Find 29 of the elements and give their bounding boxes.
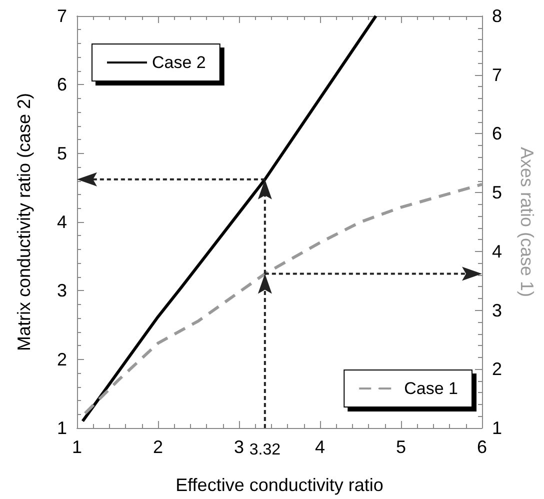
x-axis-title: Effective conductivity ratio: [176, 475, 384, 495]
y2-tick-label: 4: [492, 241, 502, 262]
ref-line-label: 3.32: [249, 442, 281, 458]
x-tick-label: 5: [396, 437, 406, 457]
y-tick-label: 4: [56, 212, 67, 232]
y2-tick-label: 3: [492, 300, 502, 320]
y2-tick-label: 6: [492, 124, 502, 144]
y-tick-label: 5: [56, 143, 67, 164]
legend-label: Case 1: [404, 379, 458, 398]
x-tick-label: 2: [152, 437, 164, 457]
y-tick-label: 6: [56, 74, 67, 95]
y2-axis-title: Axes ratio (case 1): [517, 146, 537, 298]
y-axis-title: Matrix conductivity ratio (case 2): [14, 92, 34, 352]
y2-tick-label: 5: [492, 182, 502, 203]
y2-tick-label: 8: [492, 6, 502, 26]
y2-tick-label: 7: [492, 64, 502, 85]
y-tick-label: 3: [56, 280, 67, 301]
y2-tick-label: 2: [492, 359, 502, 380]
x-tick-label: 3: [234, 437, 244, 457]
y2-tick-label: 1: [492, 418, 502, 438]
y-tick-label: 7: [56, 6, 67, 26]
x-tick-label: 1: [72, 437, 82, 457]
x-tick-label: 6: [476, 437, 488, 457]
legend-label: Case 2: [152, 53, 206, 72]
line-series: [81, 14, 378, 423]
line-series: [84, 182, 484, 415]
y-tick-label: 2: [56, 349, 67, 370]
y-tick-label: 1: [56, 418, 67, 438]
x-tick-label: 4: [314, 437, 326, 457]
